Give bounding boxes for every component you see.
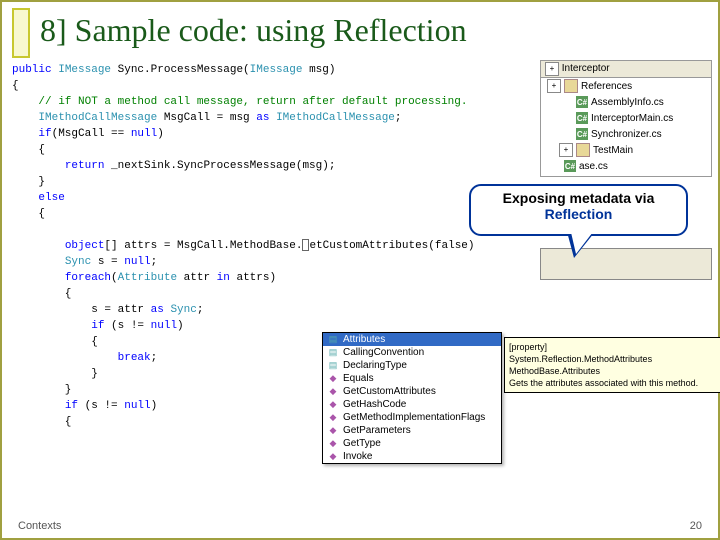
method-icon: ◆ xyxy=(327,426,339,436)
expand-icon[interactable]: + xyxy=(547,79,561,93)
intellisense-item-label: DeclaringType xyxy=(343,360,407,371)
tooltip-line: System.Reflection.MethodAttributes xyxy=(509,353,719,365)
intellisense-item[interactable]: ◆ GetParameters xyxy=(323,424,501,437)
csharp-file-icon: C# xyxy=(576,128,588,140)
code-line: { xyxy=(12,78,532,94)
callout-line2: Reflection xyxy=(471,206,686,222)
intellisense-item-label: Attributes xyxy=(343,334,385,345)
method-icon: ◆ xyxy=(327,374,339,384)
intellisense-item[interactable]: ◆ GetType xyxy=(323,437,501,450)
method-icon: ◆ xyxy=(327,387,339,397)
title-bar: 8] Sample code: using Reflection xyxy=(12,8,708,54)
tree-item-label: AssemblyInfo.cs xyxy=(591,97,664,108)
intellisense-popup[interactable]: ▤ Attributes ▤ CallingConvention ▤ DeclaringT… xyxy=(322,332,502,464)
intellisense-item[interactable]: ▤ Attributes xyxy=(323,333,501,346)
intellisense-tooltip: [property] System.Reflection.MethodAttri… xyxy=(504,337,720,393)
tree-item[interactable]: –C#Synchronizer.cs xyxy=(541,126,711,142)
method-icon: ◆ xyxy=(327,439,339,449)
callout-tail-fill xyxy=(570,228,596,254)
tree-item-label: TestMain xyxy=(593,145,633,156)
method-icon: ◆ xyxy=(327,452,339,462)
code-line: } xyxy=(12,174,532,190)
tree-item[interactable]: –C#ase.cs xyxy=(541,158,711,174)
folder-icon xyxy=(564,79,578,93)
tree-header: + Interceptor xyxy=(541,61,711,78)
intellisense-item-label: GetParameters xyxy=(343,425,411,436)
code-line: { xyxy=(12,206,532,222)
property-icon: ▤ xyxy=(327,361,339,371)
tooltip-line: MethodBase.Attributes xyxy=(509,365,719,377)
tree-item[interactable]: –C#InterceptorMain.cs xyxy=(541,110,711,126)
expand-icon[interactable]: + xyxy=(559,143,573,157)
property-icon: ▤ xyxy=(327,348,339,358)
intellisense-item[interactable]: ◆ GetCustomAttributes xyxy=(323,385,501,398)
method-icon: ◆ xyxy=(327,400,339,410)
csharp-file-icon: C# xyxy=(576,112,588,124)
csharp-file-icon: C# xyxy=(576,96,588,108)
code-comment: // if NOT a method call message, return … xyxy=(12,94,532,110)
slide-title: 8] Sample code: using Reflection xyxy=(40,12,467,49)
tree-item-label: InterceptorMain.cs xyxy=(591,113,673,124)
tree-item-label: References xyxy=(581,81,632,92)
slide-container: 8] Sample code: using Reflection public … xyxy=(0,0,720,540)
title-accent xyxy=(12,8,30,58)
intellisense-item[interactable]: ◆ Invoke xyxy=(323,450,501,463)
tree-item-label: ase.cs xyxy=(579,161,608,172)
intellisense-item-label: GetMethodImplementationFlags xyxy=(343,412,485,423)
tree-item[interactable]: + References xyxy=(541,78,711,94)
footer-right: 20 xyxy=(690,520,702,532)
tooltip-line: Gets the attributes associated with this… xyxy=(509,377,719,389)
property-icon: ▤ xyxy=(327,335,339,345)
intellisense-item-label: Invoke xyxy=(343,451,372,462)
code-line: { xyxy=(12,142,532,158)
callout-line1: Exposing metadata via xyxy=(471,190,686,206)
csharp-file-icon: C# xyxy=(564,160,576,172)
method-icon: ◆ xyxy=(327,413,339,423)
intellisense-item[interactable]: ◆ GetHashCode xyxy=(323,398,501,411)
intellisense-item-label: CallingConvention xyxy=(343,347,424,358)
intellisense-item-label: Equals xyxy=(343,373,374,384)
intellisense-item[interactable]: ◆ Equals xyxy=(323,372,501,385)
intellisense-item[interactable]: ▤ DeclaringType xyxy=(323,359,501,372)
folder-icon xyxy=(576,143,590,157)
code-line: { xyxy=(12,286,532,302)
intellisense-item[interactable]: ▤ CallingConvention xyxy=(323,346,501,359)
intellisense-item-label: GetCustomAttributes xyxy=(343,386,436,397)
intellisense-item-label: GetType xyxy=(343,438,381,449)
tooltip-line: [property] xyxy=(509,341,719,353)
intellisense-item[interactable]: ◆ GetMethodImplementationFlags xyxy=(323,411,501,424)
footer-left: Contexts xyxy=(18,520,61,532)
expand-icon[interactable]: + xyxy=(545,62,559,76)
solution-explorer: + Interceptor + References –C#AssemblyInfo… xyxy=(540,60,712,177)
tree-item-label: Synchronizer.cs xyxy=(591,129,662,140)
tree-item[interactable]: –C#AssemblyInfo.cs xyxy=(541,94,711,110)
intellisense-item-label: GetHashCode xyxy=(343,399,406,410)
tree-item[interactable]: + TestMain xyxy=(541,142,711,158)
